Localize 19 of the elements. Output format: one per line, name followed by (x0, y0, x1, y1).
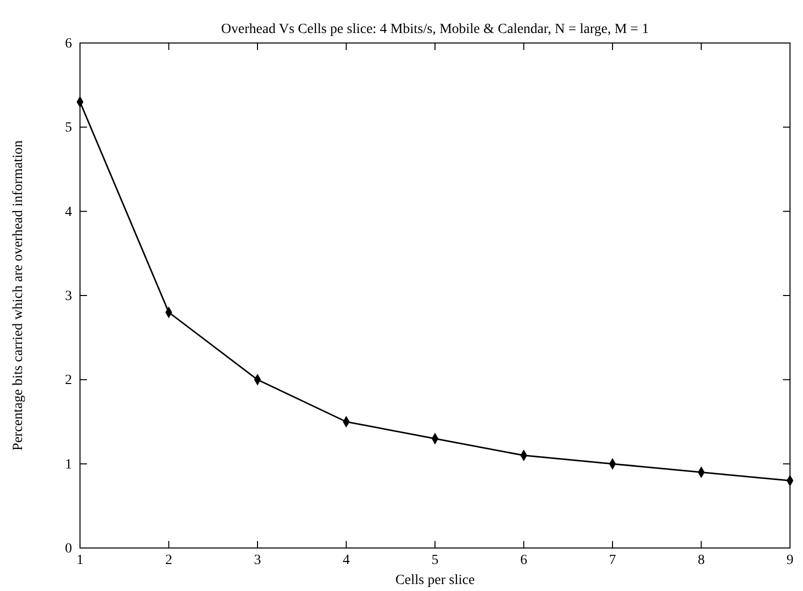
y-tick-label: 6 (65, 36, 72, 52)
x-tick-label: 6 (520, 552, 528, 568)
x-tick-label: 1 (76, 552, 84, 568)
x-tick-label: 5 (432, 552, 438, 568)
x-tick-label: 2 (165, 552, 172, 568)
x-axis-title: Cells per slice (395, 573, 475, 588)
y-tick-label: 1 (65, 457, 72, 472)
y-tick-label: 5 (65, 120, 72, 136)
chart-title: Overhead Vs Cells pe slice: 4 Mbits/s, Mobile & Calendar, N = large, M = 1 (221, 22, 649, 37)
y-tick-label: 2 (65, 373, 72, 388)
y-tick-label: 4 (65, 204, 72, 220)
x-tick-label: 8 (698, 552, 705, 568)
y-axis-title: Percentage bits carried which are overhead information (11, 140, 26, 451)
x-tick-label: 4 (342, 552, 350, 568)
x-tick-label: 3 (254, 552, 261, 568)
x-tick-label: 7 (609, 552, 616, 568)
y-tick-label: 0 (65, 541, 72, 556)
x-tick-label: 9 (786, 552, 794, 568)
y-tick-label: 3 (65, 288, 72, 304)
